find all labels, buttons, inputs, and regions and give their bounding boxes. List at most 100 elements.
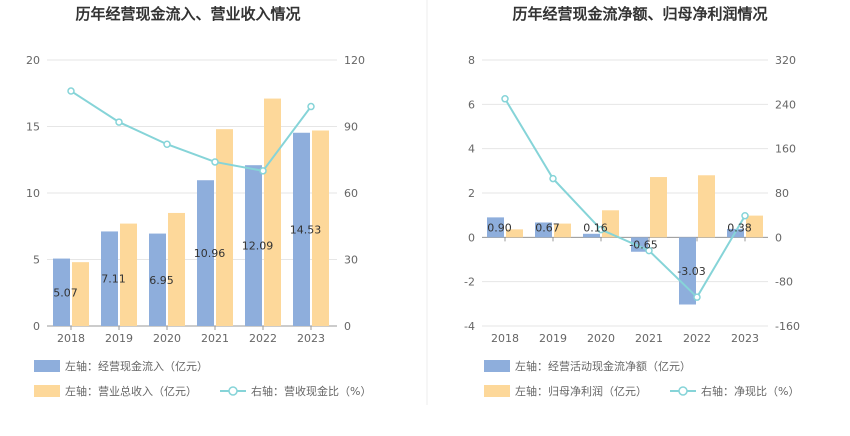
data-label: 0.38 <box>727 221 752 234</box>
data-label: 12.09 <box>242 240 274 253</box>
y-right-tick-label: 30 <box>344 254 358 267</box>
cashflow-bar <box>149 233 166 326</box>
cashflow-bar <box>197 180 214 326</box>
y-left-tick-label: 15 <box>26 121 40 134</box>
revenue-bar <box>312 130 329 326</box>
data-label: 0.67 <box>535 221 560 234</box>
y-left-tick-label: 5 <box>33 254 40 267</box>
cashflow-bar <box>293 132 310 326</box>
ratio-point <box>501 95 509 103</box>
y-left-tick-label: 10 <box>26 187 40 200</box>
x-tick-label: 2021 <box>201 332 229 345</box>
y-right-tick-label: 120 <box>344 54 365 67</box>
x-tick-label: 2019 <box>539 332 567 345</box>
y-right-tick-label: -80 <box>775 276 793 289</box>
legend-label: 左轴：经营现金流入（亿元） <box>65 359 208 373</box>
y-left-tick-label: 6 <box>468 98 475 111</box>
x-tick-label: 2022 <box>249 332 277 345</box>
ratio-line <box>504 98 746 299</box>
legend-swatch <box>484 385 510 397</box>
cashflow-bar <box>679 237 696 305</box>
data-label: -3.03 <box>677 265 705 278</box>
y-left-tick-label: -4 <box>464 320 475 333</box>
chart-title-0: 历年经营现金流入、营业收入情况 <box>75 5 300 23</box>
y-left-tick-label: 0 <box>33 320 40 333</box>
cashflow-bar <box>245 165 262 326</box>
legend-label: 右轴：净现比（%） <box>701 384 799 398</box>
y-right-tick-label: -160 <box>775 320 800 333</box>
y-left-tick-label: 8 <box>468 54 475 67</box>
y-right-tick-label: 80 <box>775 187 789 200</box>
revenue-bar <box>264 98 281 326</box>
legend-label: 左轴：经营活动现金流净额（亿元） <box>515 359 691 373</box>
data-label: 14.53 <box>290 223 322 236</box>
ratio-point <box>259 167 267 175</box>
ratio-point <box>693 293 701 301</box>
x-tick-label: 2018 <box>491 332 519 345</box>
legend-swatch <box>484 360 510 372</box>
revenue-bar <box>602 210 619 238</box>
x-tick-label: 2020 <box>587 332 615 345</box>
revenue-bar <box>746 215 763 238</box>
data-label: 0.16 <box>583 221 608 234</box>
cashflow-bar <box>583 233 600 238</box>
ratio-point <box>549 174 557 183</box>
legend-marker <box>678 386 688 396</box>
x-tick-label: 2023 <box>731 332 759 345</box>
data-label: 0.90 <box>487 221 512 234</box>
legend-label: 左轴：归母净利润（亿元） <box>515 384 647 398</box>
revenue-bar <box>698 175 715 238</box>
ratio-point <box>741 211 749 220</box>
ratio-point <box>115 118 123 126</box>
cashflow-bar <box>535 222 552 238</box>
x-tick-label: 2023 <box>297 332 325 345</box>
ratio-point <box>645 246 653 255</box>
y-right-tick-label: 90 <box>344 121 358 134</box>
ratio-point <box>163 140 171 148</box>
x-tick-label: 2020 <box>153 332 181 345</box>
y-right-tick-label: 0 <box>344 320 351 333</box>
x-tick-label: 2021 <box>635 332 663 345</box>
y-right-tick-label: 160 <box>775 143 796 156</box>
revenue-bar <box>216 129 233 326</box>
data-label: 6.95 <box>149 274 174 287</box>
revenue-bar <box>554 223 571 238</box>
legend-swatch <box>34 360 60 372</box>
cashflow-bar <box>53 258 70 326</box>
y-right-tick-label: 0 <box>775 231 782 244</box>
y-left-tick-label: 20 <box>26 54 40 67</box>
data-label: 5.07 <box>53 286 78 299</box>
chart-title-1: 历年经营现金流净额、归母净利润情况 <box>512 5 767 23</box>
data-label: 10.96 <box>194 247 226 260</box>
x-tick-label: 2022 <box>683 332 711 345</box>
y-left-tick-label: -2 <box>464 276 475 289</box>
y-left-tick-label: 4 <box>468 143 475 156</box>
y-right-tick-label: 60 <box>344 187 358 200</box>
legend-label: 右轴：营收现金比（%） <box>251 384 371 398</box>
ratio-point <box>67 87 75 95</box>
data-label: -0.65 <box>629 239 657 252</box>
revenue-bar <box>120 223 137 326</box>
cashflow-bar <box>487 217 504 238</box>
cashflow-bar <box>101 231 118 326</box>
ratio-point <box>211 158 219 166</box>
y-left-tick-label: 2 <box>468 187 475 200</box>
revenue-bar <box>72 262 89 326</box>
legend-label: 左轴：营业总收入（亿元） <box>65 384 197 398</box>
ratio-point <box>597 225 605 234</box>
data-label: 7.11 <box>101 273 126 286</box>
y-right-tick-label: 240 <box>775 98 796 111</box>
legend-marker <box>228 386 238 396</box>
x-tick-label: 2019 <box>105 332 133 345</box>
legend-swatch <box>34 385 60 397</box>
revenue-bar <box>650 177 667 238</box>
y-left-tick-label: 0 <box>468 231 475 244</box>
revenue-bar <box>168 212 185 326</box>
y-right-tick-label: 320 <box>775 54 796 67</box>
ratio-line <box>70 90 312 172</box>
x-tick-label: 2018 <box>57 332 85 345</box>
ratio-point <box>307 102 315 111</box>
revenue-bar <box>506 229 523 238</box>
